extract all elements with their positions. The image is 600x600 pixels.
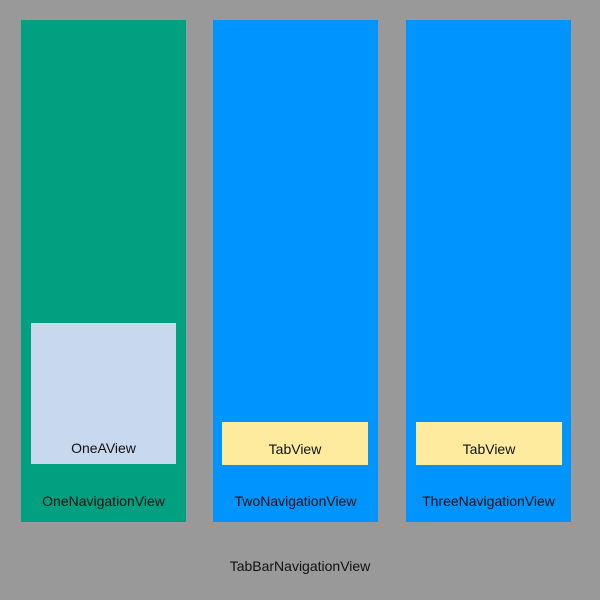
two-tab-view: TabView [222, 422, 368, 465]
three-tab-view: TabView [416, 422, 562, 465]
one-a-view-label: OneAView [71, 440, 136, 456]
two-navigation-view-label: TwoNavigationView [234, 493, 357, 509]
three-navigation-view: TabView ThreeNavigationView [406, 20, 571, 522]
tab-bar-navigation-view-label: TabBarNavigationView [229, 558, 371, 574]
three-tab-view-label: TabView [462, 441, 516, 457]
one-navigation-view-label: OneNavigationView [42, 493, 165, 509]
one-navigation-view: OneAView OneNavigationView [21, 20, 186, 522]
two-tab-view-label: TabView [268, 441, 322, 457]
two-navigation-view: TabView TwoNavigationView [213, 20, 378, 522]
one-a-view: OneAView [31, 323, 176, 464]
three-navigation-view-label: ThreeNavigationView [422, 493, 555, 509]
